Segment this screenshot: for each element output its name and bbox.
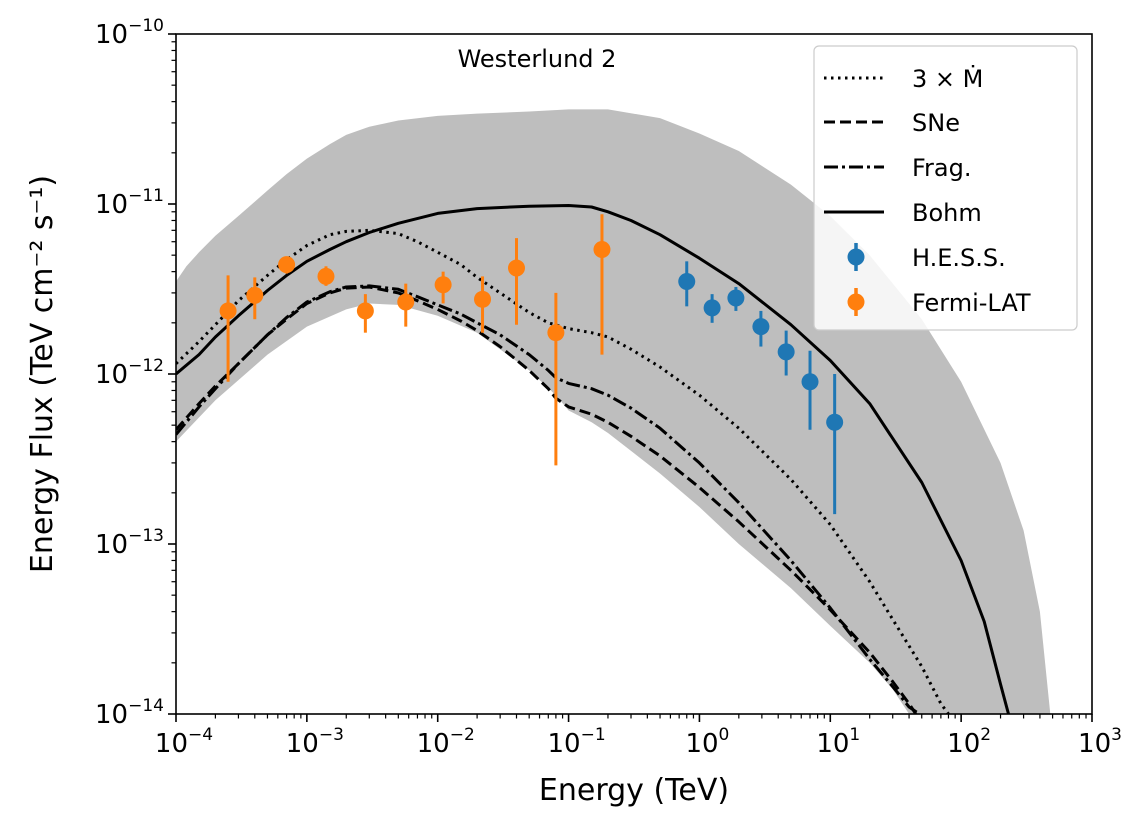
fermi-point <box>434 276 452 294</box>
legend-label-frag: Frag. <box>912 154 972 182</box>
fermi-point <box>356 302 374 320</box>
hess-point <box>752 318 770 336</box>
y-axis-label: Energy Flux (TeV cm⁻² s⁻¹) <box>25 175 60 573</box>
legend-label-3mdot: 3 × Ṁ <box>912 64 983 93</box>
x-tick-label: 10−3 <box>286 725 344 759</box>
y-tick-label: 10−12 <box>95 356 164 390</box>
fermi-point <box>397 293 415 311</box>
y-tick-label: 10−10 <box>95 16 164 50</box>
hess-point <box>678 273 696 291</box>
series-line-sne <box>176 285 918 714</box>
fermi-point <box>593 240 611 258</box>
data-points <box>219 214 844 515</box>
x-tick-label: 103 <box>1078 725 1122 759</box>
x-tick-label: 100 <box>685 725 729 759</box>
hess-point <box>801 373 819 391</box>
x-tick-label: 101 <box>816 725 860 759</box>
fermi-point <box>246 286 264 304</box>
y-tick-label: 10−14 <box>95 696 164 730</box>
legend-label-hess: H.E.S.S. <box>912 244 1006 272</box>
legend: 3 × Ṁ SNe Frag. Bohm H.E.S.S. Fermi-LAT <box>813 45 1078 331</box>
chart-annotation: Westerlund 2 <box>458 45 617 73</box>
legend-label-bohm: Bohm <box>912 199 982 227</box>
fermi-point <box>547 324 565 342</box>
series-line-bohm <box>176 204 1010 714</box>
legend-frame <box>813 45 1078 331</box>
hess-point <box>777 343 795 361</box>
fermi-point <box>507 259 525 277</box>
legend-marker-fermi <box>847 293 865 311</box>
legend-label-sne: SNe <box>912 109 960 137</box>
x-tick-label: 102 <box>947 725 991 759</box>
fermi-point <box>474 290 492 308</box>
x-tick-label: 10−4 <box>155 725 213 759</box>
legend-marker-hess <box>847 248 865 266</box>
x-axis-label: Energy (TeV) <box>539 773 729 808</box>
hess-point <box>703 299 721 317</box>
y-tick-label: 10−11 <box>95 186 164 220</box>
hess-point <box>727 289 745 307</box>
y-tick-label: 10−13 <box>95 526 164 560</box>
series-line-frag <box>176 284 921 714</box>
fermi-point <box>317 267 335 285</box>
x-tick-label: 10−1 <box>547 725 605 759</box>
axis-ticks: 10−4 10−3 10−2 10−1 100 101 102 103 10−14 10−13 10… <box>95 16 1122 759</box>
legend-label-fermi: Fermi-LAT <box>912 289 1031 317</box>
fermi-point <box>278 256 296 274</box>
fermi-point <box>219 302 237 320</box>
hess-point <box>826 413 844 431</box>
x-tick-label: 10−2 <box>417 725 475 759</box>
